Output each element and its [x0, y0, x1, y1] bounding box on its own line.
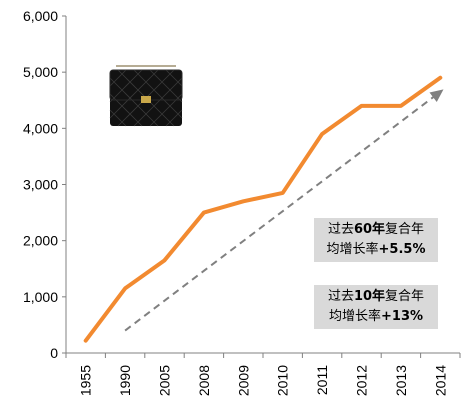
trend-arrow-head [429, 89, 444, 103]
x-tick-label: 2008 [196, 365, 212, 396]
annotation-60y-years: 60年 [353, 222, 386, 237]
annotation-10y-label: 均增长率 [328, 309, 381, 324]
annotation-box-10y: 过去10年复合年 均增长率+13% [314, 285, 438, 329]
y-tick-label: 4,000 [23, 120, 58, 136]
annotation-box-60y: 过去60年复合年 均增长率+5.5% [314, 218, 438, 262]
annotation-10y-years: 10年 [353, 289, 386, 304]
x-tick-label: 1955 [78, 365, 94, 396]
trend-arrow-line [124, 91, 441, 332]
x-tick-label: 1990 [117, 365, 133, 396]
y-tick-label: 3,000 [23, 177, 58, 193]
x-tick-label: 2005 [157, 365, 173, 396]
y-tick-label: 6,000 [23, 8, 58, 24]
x-tick-label: 2013 [393, 365, 409, 396]
annotation-10y-rate: +13% [381, 309, 424, 324]
price-series-line [83, 75, 443, 343]
x-tick-label: 2009 [235, 365, 251, 396]
x-tick-label: 2012 [354, 365, 370, 396]
x-tick-label: 2014 [432, 365, 448, 396]
x-tick-label: 2011 [314, 365, 330, 395]
y-tick-label: 1,000 [23, 289, 58, 305]
y-tick-label: 0 [50, 345, 58, 361]
handbag-icon [108, 60, 184, 128]
annotation-60y-prefix: 过去 [327, 222, 354, 237]
x-tick-label: 2010 [275, 365, 291, 396]
annotation-60y-label: 均增长率 [326, 242, 379, 257]
annotation-60y-suffix: 复合年 [385, 222, 425, 237]
y-tick-label: 5,000 [23, 64, 58, 80]
annotation-10y-suffix: 复合年 [385, 289, 425, 304]
annotation-60y-rate: +5.5% [378, 242, 426, 257]
y-tick-label: 2,000 [23, 233, 58, 249]
annotation-10y-prefix: 过去 [327, 289, 354, 304]
